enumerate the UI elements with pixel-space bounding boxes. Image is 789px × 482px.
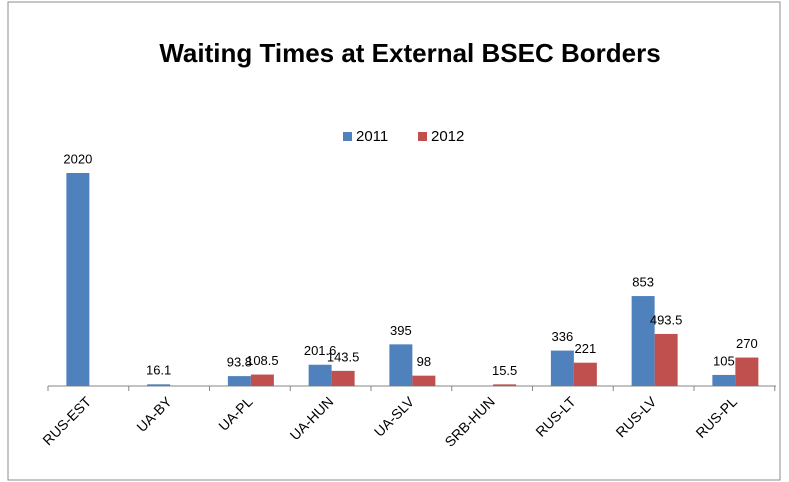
legend-label: 2011 xyxy=(356,128,388,145)
data-label: 853 xyxy=(632,274,654,289)
data-label: 2020 xyxy=(63,151,92,166)
data-label: 16.1 xyxy=(146,363,171,378)
bar xyxy=(147,384,171,386)
bar xyxy=(573,362,597,386)
bar xyxy=(227,376,251,386)
legend-swatch xyxy=(343,132,352,141)
bar xyxy=(550,350,574,386)
bar xyxy=(654,333,678,386)
data-label: 201.6 xyxy=(304,343,337,358)
bar xyxy=(412,375,436,386)
bar xyxy=(250,374,274,386)
data-label: 108.5 xyxy=(246,353,279,368)
chart-frame xyxy=(7,1,781,481)
bar xyxy=(493,384,517,386)
legend-label: 2012 xyxy=(431,128,464,145)
data-label: 395 xyxy=(390,323,412,338)
data-label: 105 xyxy=(713,353,735,368)
bar xyxy=(66,173,90,386)
data-label: 336 xyxy=(552,329,574,344)
bar xyxy=(735,357,759,386)
data-label: 93.8 xyxy=(227,355,252,370)
chart-title: Waiting Times at External BSEC Borders xyxy=(159,38,660,68)
data-label: 15.5 xyxy=(492,363,517,378)
data-label: 143.5 xyxy=(327,349,360,364)
legend-swatch xyxy=(418,132,427,141)
bar xyxy=(308,364,332,386)
bar xyxy=(331,370,355,386)
data-label: 493.5 xyxy=(650,312,683,327)
bar xyxy=(712,374,736,386)
bar xyxy=(631,296,655,386)
data-label: 221 xyxy=(575,341,597,356)
data-label: 270 xyxy=(736,336,758,351)
data-label: 98 xyxy=(417,354,431,369)
bar xyxy=(389,344,413,386)
